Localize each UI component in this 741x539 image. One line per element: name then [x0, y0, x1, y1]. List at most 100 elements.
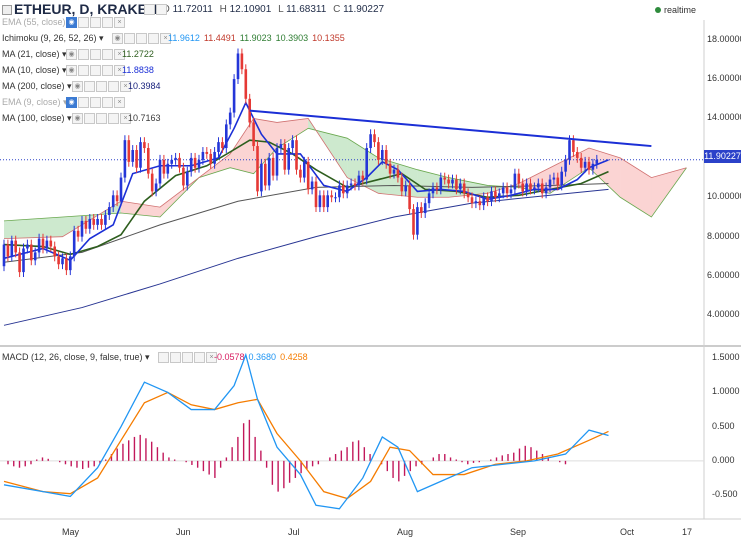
settings-icon[interactable] [144, 4, 155, 15]
resistance-trendline [249, 109, 652, 148]
source-icon[interactable] [182, 352, 193, 363]
candle-body [427, 193, 431, 204]
candle-body [201, 151, 205, 160]
macd-axis-tick: 0.000 [712, 454, 735, 465]
add-icon[interactable] [194, 352, 205, 363]
eye-icon[interactable]: ◉ [72, 113, 83, 124]
settings-icon[interactable] [84, 113, 95, 124]
add-icon[interactable] [102, 65, 113, 76]
ma-200-line [3, 188, 609, 326]
candle-body [14, 240, 17, 253]
close-icon[interactable]: × [120, 113, 131, 124]
eye-icon[interactable]: ◉ [72, 81, 83, 92]
candle-body [357, 175, 361, 186]
candle-body [318, 195, 322, 208]
candle-body [61, 258, 64, 265]
indicator-name: MA (200, close) ▾ [2, 81, 72, 91]
candle-body [271, 157, 275, 176]
candle-body [193, 157, 197, 168]
candle-body [45, 240, 49, 249]
compare-icon[interactable] [2, 5, 12, 15]
add-icon[interactable] [148, 33, 159, 44]
add-icon[interactable] [102, 97, 113, 108]
close-icon[interactable]: × [114, 49, 125, 60]
candle-body [127, 140, 131, 162]
candle-body [490, 191, 493, 202]
settings-icon[interactable] [78, 65, 89, 76]
chart-icon[interactable] [156, 4, 167, 15]
ma-21-line [3, 139, 609, 256]
add-icon[interactable] [108, 81, 119, 92]
time-axis-tick: Sep [510, 527, 527, 537]
eye-icon[interactable] [158, 352, 169, 363]
source-icon[interactable] [90, 17, 101, 28]
candle-body [408, 185, 411, 210]
candle-body [232, 79, 236, 113]
add-icon[interactable] [102, 17, 113, 28]
candle-body [205, 151, 209, 154]
candle-body [186, 171, 189, 186]
settings-icon[interactable] [170, 352, 181, 363]
close-icon[interactable]: × [114, 65, 125, 76]
source-icon[interactable] [90, 49, 101, 60]
settings-icon[interactable] [78, 17, 89, 28]
candle-body [369, 134, 372, 149]
symbol-title[interactable]: ETHEUR, D, KRAKEN [14, 1, 158, 17]
candle-body [53, 246, 56, 257]
eye-icon[interactable]: ◉ [66, 49, 77, 60]
candle-body [37, 238, 41, 253]
settings-icon[interactable] [78, 49, 89, 60]
add-icon[interactable] [102, 49, 113, 60]
candle-body [57, 256, 60, 265]
candle-body [119, 177, 123, 202]
candle-body [439, 177, 443, 190]
add-icon[interactable] [108, 113, 119, 124]
last-price-label: 11.90227 [704, 150, 741, 163]
candle-body [396, 169, 400, 178]
ichimoku-cloud [230, 118, 254, 174]
candle-body [501, 187, 505, 194]
time-axis-tick: Aug [397, 527, 414, 537]
price-axis-tick: 18.00000 [707, 33, 741, 44]
source-icon[interactable] [90, 65, 101, 76]
candle-body [552, 177, 556, 180]
eye-icon[interactable]: ◉ [66, 97, 77, 108]
settings-icon[interactable] [78, 97, 89, 108]
price-axis-tick: 8.00000 [707, 230, 740, 241]
close-icon[interactable]: × [206, 352, 217, 363]
indicator-value: 10.1355 [312, 33, 345, 43]
settings-icon[interactable] [84, 81, 95, 92]
indicator-values: 10.7163 [128, 113, 165, 123]
source-icon[interactable] [90, 97, 101, 108]
candle-body [537, 183, 540, 188]
eye-icon[interactable]: ◉ [112, 33, 123, 44]
close-icon[interactable]: × [114, 17, 125, 28]
settings-icon[interactable] [124, 33, 135, 44]
close-icon[interactable]: × [114, 97, 125, 108]
candle-body [283, 144, 287, 170]
candle-body [572, 140, 575, 152]
candle-body [583, 161, 587, 168]
candle-body [147, 148, 150, 174]
candle-body [65, 258, 68, 271]
candle-body [365, 148, 368, 180]
candle-body [416, 207, 419, 235]
candle-body [236, 53, 240, 80]
low-value: 11.68311 [286, 4, 327, 15]
chart-header: ETHEUR, D, KRAKEN O 11.72011 H 12.10901 … [0, 0, 741, 20]
eye-icon[interactable]: ◉ [66, 17, 77, 28]
eye-icon[interactable]: ◉ [66, 65, 77, 76]
source-icon[interactable] [136, 33, 147, 44]
candle-body [486, 197, 489, 202]
candle-body [384, 150, 388, 164]
source-icon[interactable] [96, 113, 107, 124]
source-icon[interactable] [96, 81, 107, 92]
candle-body [513, 173, 517, 190]
time-axis-tick: May [62, 527, 80, 537]
candle-body [252, 122, 255, 147]
realtime-status-icon [655, 7, 661, 13]
close-icon[interactable]: × [120, 81, 131, 92]
close-icon[interactable]: × [160, 33, 171, 44]
price-axis-tick: 14.00000 [707, 112, 741, 123]
